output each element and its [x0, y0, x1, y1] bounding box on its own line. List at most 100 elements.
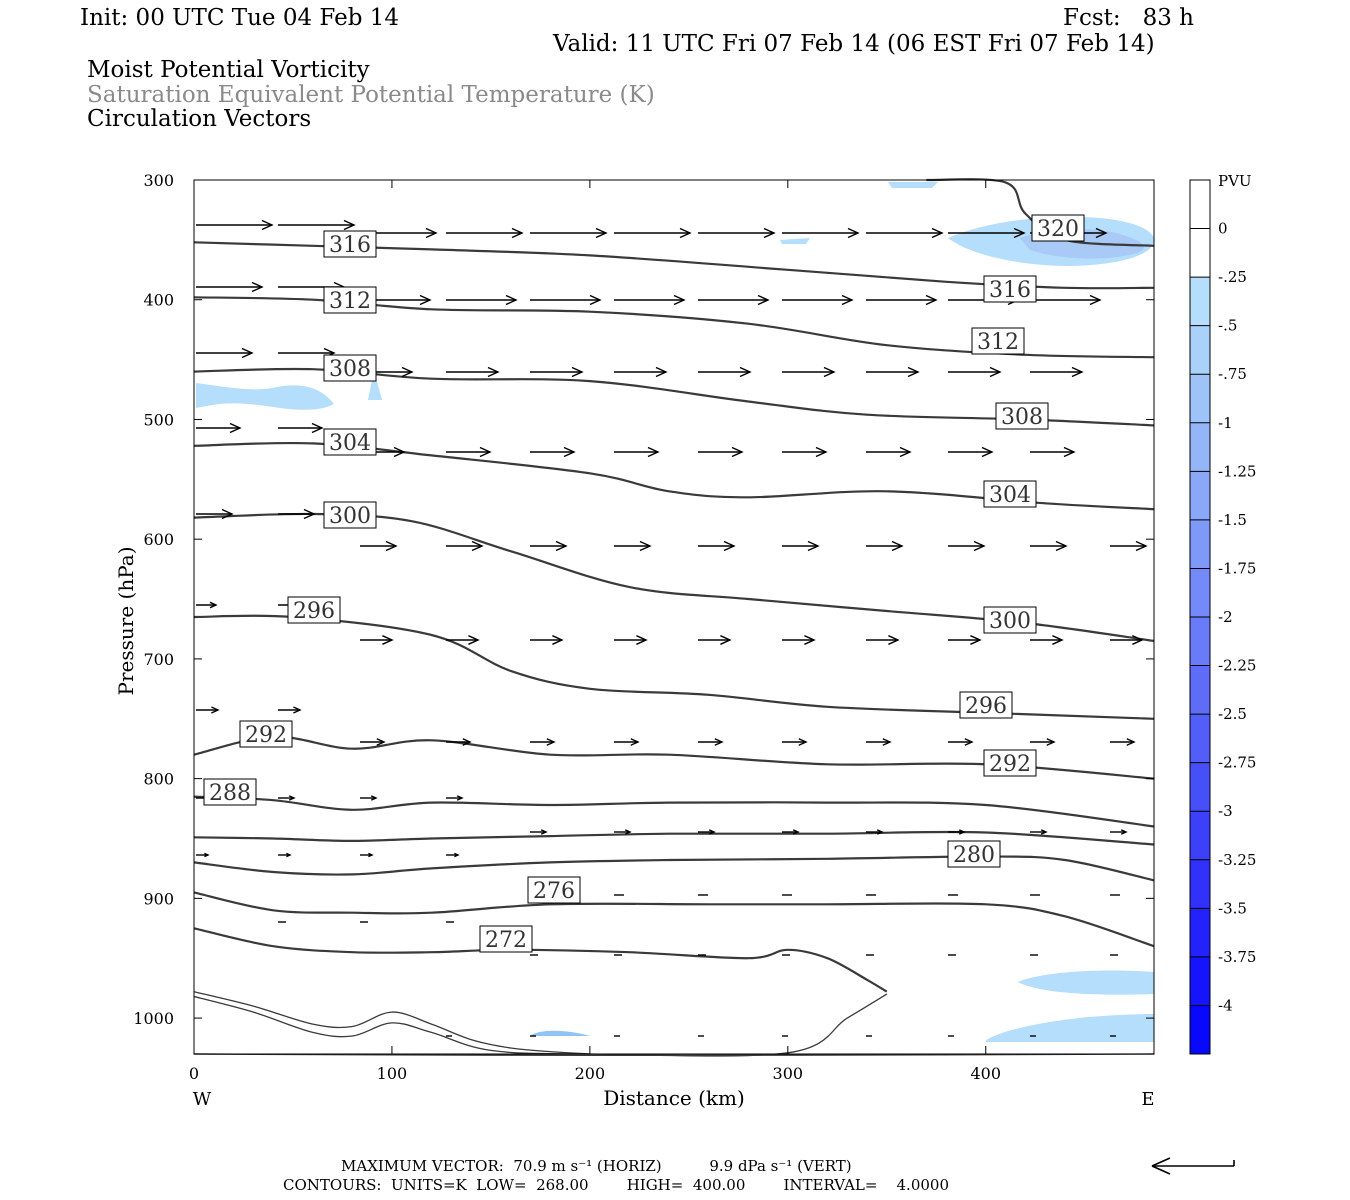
y-tick-label: 700: [143, 650, 174, 669]
circulation-vector-head: [731, 446, 744, 458]
circulation-vector-head: [546, 738, 556, 746]
circulation-vector-head: [1063, 446, 1076, 458]
circulation-vector-head: [798, 738, 808, 746]
contour-label-316: 316: [329, 233, 371, 258]
circulation-vector-head: [393, 446, 406, 458]
colorbar-label: -2: [1218, 608, 1233, 626]
circulation-vector-head: [723, 540, 736, 552]
contour-label-308: 308: [1001, 405, 1043, 430]
circulation-vector-head: [511, 227, 524, 239]
colorbar-swatch: [1190, 422, 1210, 472]
circulation-vector-head: [293, 706, 302, 714]
circulation-vector-head: [739, 366, 752, 378]
circulation-vector-head: [888, 635, 900, 645]
circulation-vector-head: [1055, 540, 1068, 552]
contour-label-320: 320: [1037, 217, 1079, 242]
circulation-vector-head: [891, 540, 904, 552]
contour-line-surface: [193, 1053, 1155, 1057]
circulation-vector-head: [882, 738, 892, 746]
contour-label-box: [323, 286, 377, 314]
circulation-vector-head: [595, 227, 608, 239]
contour-label-box: [983, 275, 1037, 303]
pv-area-left: [196, 383, 334, 410]
contour-label-box: [323, 501, 377, 529]
contour-line-276: [193, 891, 1155, 948]
circulation-vector-head: [1089, 294, 1102, 306]
colorbar-label: -1.75: [1218, 559, 1256, 577]
circulation-vector-head: [964, 738, 974, 746]
colorbar: PVU 0 -.25 -.5 -.75 -1 -1.25 -1.5 -1.75 -2 -2.25 -2…: [1189, 172, 1256, 1055]
field-title-mpv: Moist Potential Vorticity: [87, 57, 370, 83]
circulation-vector-head: [343, 219, 356, 231]
contour-label-296: 296: [965, 694, 1007, 719]
colorbar-label: -4: [1218, 996, 1233, 1014]
pv-area-right-surface: [986, 1014, 1154, 1042]
contour-label-292: 292: [989, 752, 1031, 777]
contour-label-box: [527, 876, 581, 904]
circulation-vector-head: [720, 635, 732, 645]
colorbar-swatch: [1190, 1005, 1210, 1055]
colorbar-label: -3.5: [1218, 899, 1247, 917]
circulation-vector-head: [639, 540, 652, 552]
colorbar-label: -.75: [1218, 365, 1247, 383]
x-tick-label: 300: [773, 1064, 804, 1083]
y-tick-label: 500: [143, 410, 174, 429]
circulation-vector-head: [571, 366, 584, 378]
contour-line-272: [193, 927, 888, 993]
colorbar-swatch: [1190, 956, 1210, 1006]
colorbar-label: -.25: [1218, 268, 1247, 286]
circulation-vector-head: [630, 738, 640, 746]
circulation-vector-head: [1046, 738, 1056, 746]
contour-label-316: 316: [989, 278, 1031, 303]
reference-vector: [1151, 1157, 1235, 1175]
circulation-vector-head: [815, 446, 828, 458]
y-tick-label: 600: [143, 530, 174, 549]
colorbar-swatch: [1190, 374, 1210, 424]
circulation-vector-head: [876, 829, 884, 835]
circulation-vector-head: [401, 366, 414, 378]
circulation-vector-head: [288, 795, 296, 801]
west-label: W: [193, 1089, 212, 1110]
colorbar-swatch: [1190, 568, 1210, 618]
contour-label-box: [995, 402, 1049, 430]
circulation-vector-head: [552, 635, 564, 645]
contour-label-308: 308: [329, 357, 371, 382]
circulation-vector-head: [757, 294, 770, 306]
field-title-vectors: Circulation Vectors: [87, 106, 312, 132]
contour-label-300: 300: [329, 504, 371, 529]
contour-line-288: [193, 795, 1155, 828]
colorbar-swatch: [1190, 277, 1210, 327]
contour-line-284: [193, 830, 1155, 846]
circulation-vector-head: [804, 635, 816, 645]
colorbar-swatch: [1190, 180, 1210, 230]
contour-label-300: 300: [989, 609, 1031, 634]
x-tick-label: 400: [970, 1064, 1001, 1083]
colorbar-swatch: [1190, 714, 1210, 764]
circulation-vector-head: [1135, 540, 1148, 552]
contour-label-288: 288: [209, 781, 251, 806]
colorbar-unit: PVU: [1218, 172, 1252, 190]
colorbar-label: -2.25: [1218, 657, 1256, 675]
colorbar-swatch: [1190, 811, 1210, 861]
colorbar-label: -3.75: [1218, 948, 1256, 966]
circulation-vector-head: [1013, 227, 1026, 239]
circulation-vector-head: [931, 227, 944, 239]
contour-label-box: [287, 596, 341, 624]
contour-line-320: [926, 178, 1155, 247]
circulation-vector-head: [370, 795, 378, 801]
contour-labels: 316 312 308 304 300 296 292 288 320 316 312 308 304 3…: [203, 214, 1085, 953]
circulation-vector-head: [624, 829, 632, 835]
circulation-vector-head: [1095, 227, 1108, 239]
contour-label-box: [959, 691, 1013, 719]
contour-label-box: [323, 230, 377, 258]
x-tick-label: 0: [189, 1064, 199, 1083]
circulation-vector-head: [589, 294, 602, 306]
circulation-vector-head: [261, 219, 274, 231]
circulation-vector-head: [487, 366, 500, 378]
contour-line-292: [193, 735, 1155, 780]
pv-area-top: [888, 182, 938, 188]
y-axis-label: Pressure (hPa): [114, 547, 138, 696]
circulation-vector-head: [368, 852, 374, 858]
colorbar-label: -3.25: [1218, 851, 1256, 869]
circulation-vector-head: [841, 294, 854, 306]
